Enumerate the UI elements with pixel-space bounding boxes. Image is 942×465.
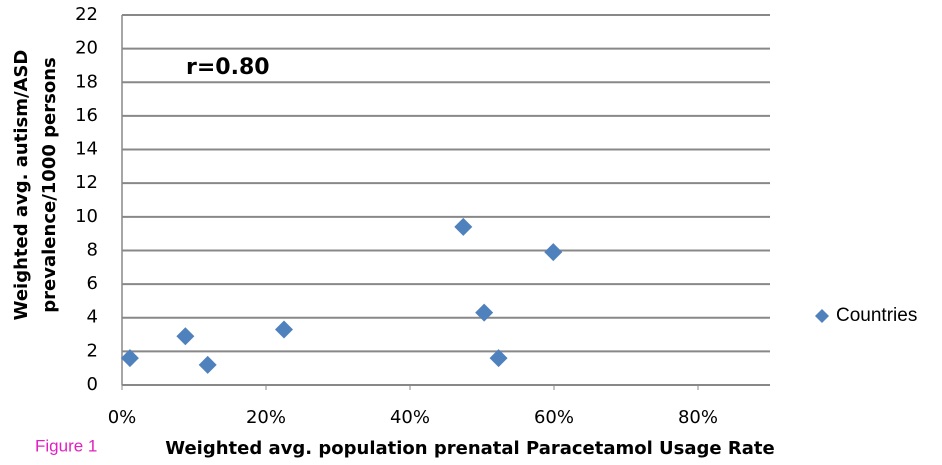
y-axis-title: prevalence/1000 persons <box>39 57 60 312</box>
point <box>454 217 473 236</box>
y-tick-label: 12 <box>75 172 98 193</box>
point <box>544 243 563 262</box>
point <box>120 349 139 368</box>
point <box>198 355 217 374</box>
y-tick-label: 8 <box>87 239 98 260</box>
x-tick-label: 60% <box>534 407 574 428</box>
legend-marker <box>815 309 829 323</box>
point <box>176 327 195 346</box>
legend-label: Countries <box>836 305 917 326</box>
x-tick-label: 0% <box>108 407 137 428</box>
x-tick-label: 20% <box>246 407 286 428</box>
y-tick-label: 14 <box>75 139 98 160</box>
y-tick-label: 2 <box>87 340 98 361</box>
point <box>475 303 494 322</box>
x-tick-label: 80% <box>678 407 718 428</box>
y-axis-title: Weighted avg. autism/ASD <box>11 50 32 321</box>
x-tick-label: 40% <box>390 407 430 428</box>
y-tick-label: 20 <box>75 38 98 59</box>
y-tick-label: 10 <box>75 206 98 227</box>
y-tick-label: 22 <box>75 4 98 25</box>
y-tick-label: 18 <box>75 71 98 92</box>
y-tick-label: 0 <box>87 374 98 395</box>
x-axis-title: Weighted avg. population prenatal Parace… <box>165 438 774 459</box>
y-tick-label: 4 <box>87 307 98 328</box>
y-tick-label: 16 <box>75 105 98 126</box>
point <box>489 349 508 368</box>
y-tick-label: 6 <box>87 273 98 294</box>
point <box>275 320 293 339</box>
annotation: r=0.80 <box>186 55 270 80</box>
caption: Figure 1 <box>35 436 97 455</box>
